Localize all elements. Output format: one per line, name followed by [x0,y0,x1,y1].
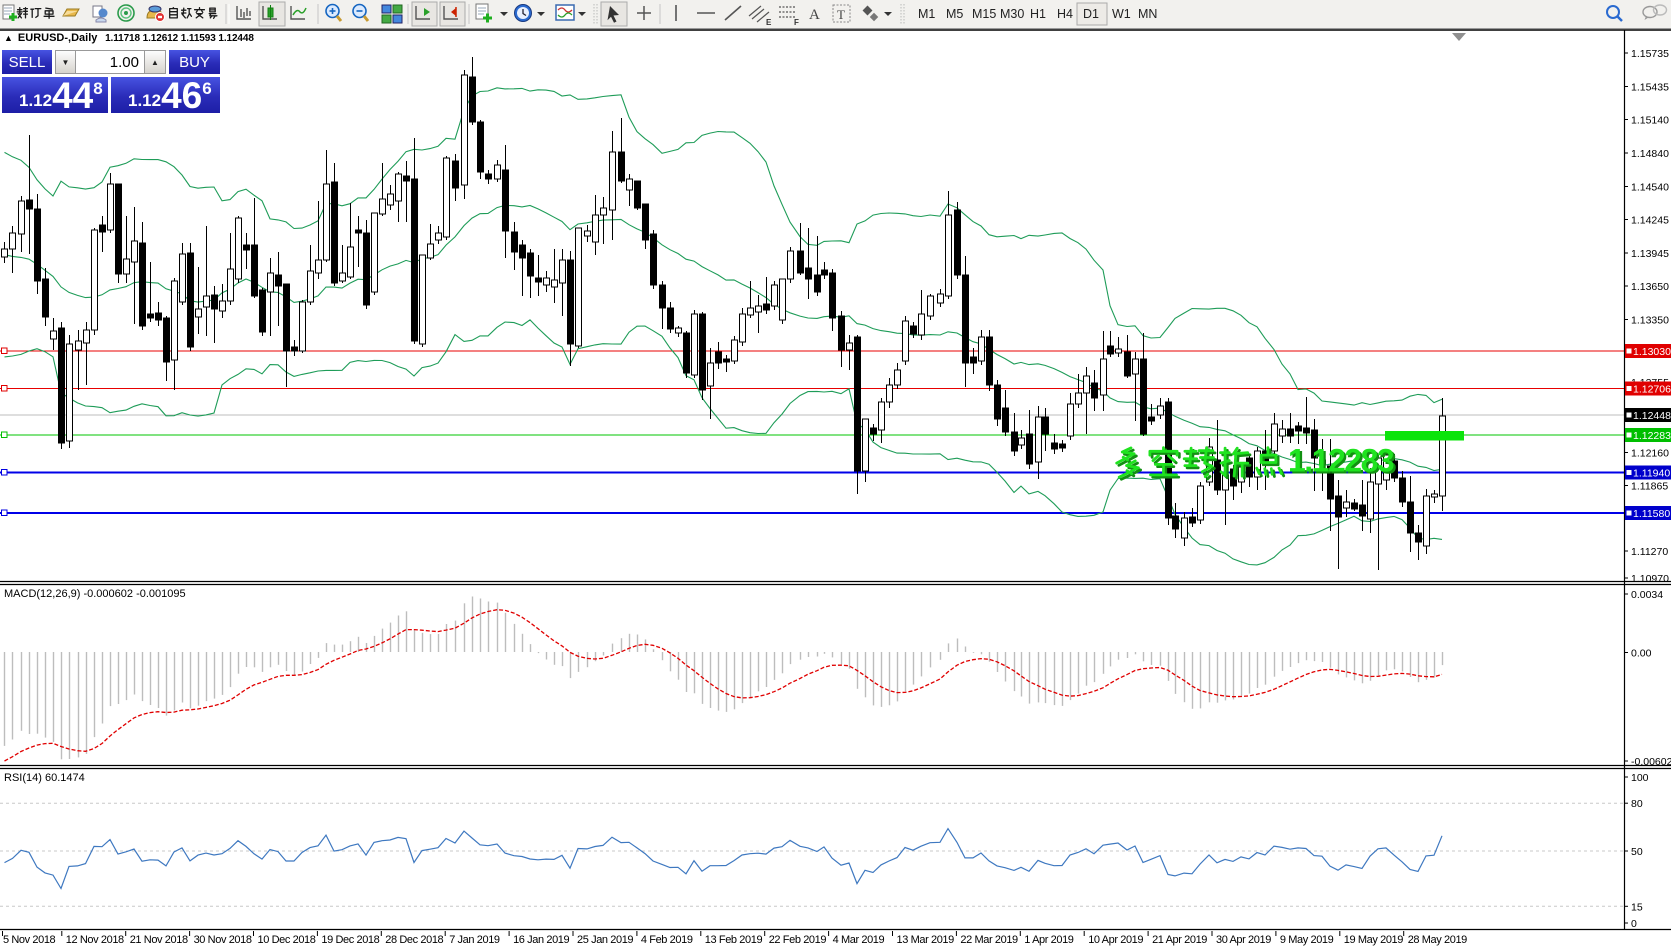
svg-text:MACD(12,26,9) -0.000602 -0.001: MACD(12,26,9) -0.000602 -0.001095 [4,588,186,600]
svg-text:13 Feb 2019: 13 Feb 2019 [705,934,763,946]
svg-text:1.13945: 1.13945 [1631,248,1669,260]
svg-text:16 Jan 2019: 16 Jan 2019 [513,934,569,946]
svg-text:M1: M1 [918,7,935,21]
svg-text:1.15140: 1.15140 [1631,115,1669,127]
svg-text:1.12448: 1.12448 [1633,410,1671,422]
svg-text:19 May 2019: 19 May 2019 [1344,934,1403,946]
svg-text:A: A [809,7,820,23]
svg-text:12 Nov 2018: 12 Nov 2018 [66,934,124,946]
svg-text:13 Mar 2019: 13 Mar 2019 [897,934,955,946]
svg-text:25 Jan 2019: 25 Jan 2019 [577,934,633,946]
svg-text:E: E [766,18,772,27]
svg-text:W1: W1 [1112,7,1131,21]
svg-text:30 Apr 2019: 30 Apr 2019 [1216,934,1271,946]
svg-text:22 Feb 2019: 22 Feb 2019 [769,934,827,946]
svg-text:M30: M30 [1000,7,1024,21]
svg-text:30 Nov 2018: 30 Nov 2018 [194,934,252,946]
svg-text:1.11865: 1.11865 [1631,481,1668,493]
svg-text:1.12283: 1.12283 [1290,445,1396,481]
svg-text:1.13350: 1.13350 [1631,315,1669,327]
svg-text:H4: H4 [1057,7,1073,21]
svg-text:22 Mar 2019: 22 Mar 2019 [960,934,1018,946]
svg-text:80: 80 [1631,798,1643,810]
svg-text:1.13650: 1.13650 [1631,281,1669,293]
svg-text:0: 0 [1631,918,1637,930]
svg-text:F: F [794,18,799,27]
svg-text:1.14540: 1.14540 [1631,182,1669,194]
svg-text:1.12706: 1.12706 [1633,384,1671,396]
svg-text:21 Apr 2019: 21 Apr 2019 [1152,934,1207,946]
svg-text:9 May 2019: 9 May 2019 [1280,934,1334,946]
svg-text:-0.006022: -0.006022 [1631,756,1671,768]
svg-text:19 Dec 2018: 19 Dec 2018 [321,934,379,946]
svg-text:7 Jan 2019: 7 Jan 2019 [449,934,500,946]
svg-text:1.12283: 1.12283 [1288,443,1394,479]
svg-text:1.13030: 1.13030 [1633,346,1671,358]
svg-text:15: 15 [1631,901,1643,913]
svg-text:1.11580: 1.11580 [1633,508,1670,520]
svg-text:1.12160: 1.12160 [1631,448,1669,460]
svg-text:MN: MN [1138,7,1157,21]
svg-text:1.10970: 1.10970 [1631,573,1669,585]
svg-text:10 Apr 2019: 10 Apr 2019 [1088,934,1143,946]
svg-text:1.11270: 1.11270 [1631,546,1668,558]
svg-text:RSI(14) 60.1474: RSI(14) 60.1474 [4,772,85,784]
svg-text:10 Dec 2018: 10 Dec 2018 [258,934,316,946]
svg-text:28 Dec 2018: 28 Dec 2018 [385,934,443,946]
svg-text:M15: M15 [972,7,996,21]
svg-text:T: T [837,7,845,22]
svg-text:1.12283: 1.12283 [1633,430,1671,442]
svg-text:1 Apr 2019: 1 Apr 2019 [1024,934,1073,946]
svg-text:1.14840: 1.14840 [1631,148,1669,160]
svg-text:4 Mar 2019: 4 Mar 2019 [833,934,885,946]
svg-text:50: 50 [1631,846,1643,858]
svg-text:5 Nov 2018: 5 Nov 2018 [3,934,56,946]
svg-text:H1: H1 [1030,7,1046,21]
svg-text:0.00: 0.00 [1631,648,1652,660]
svg-text:4 Feb 2019: 4 Feb 2019 [641,934,693,946]
svg-text:28 May 2019: 28 May 2019 [1408,934,1467,946]
svg-text:M5: M5 [946,7,963,21]
svg-text:1.11940: 1.11940 [1633,468,1670,480]
svg-text:100: 100 [1631,772,1649,784]
svg-text:21 Nov 2018: 21 Nov 2018 [130,934,188,946]
svg-text:1.15435: 1.15435 [1631,82,1669,94]
svg-text:D1: D1 [1083,7,1099,21]
svg-text:1.15735: 1.15735 [1631,48,1669,60]
svg-text:0.0034: 0.0034 [1631,589,1663,601]
svg-text:1.14245: 1.14245 [1631,215,1669,227]
